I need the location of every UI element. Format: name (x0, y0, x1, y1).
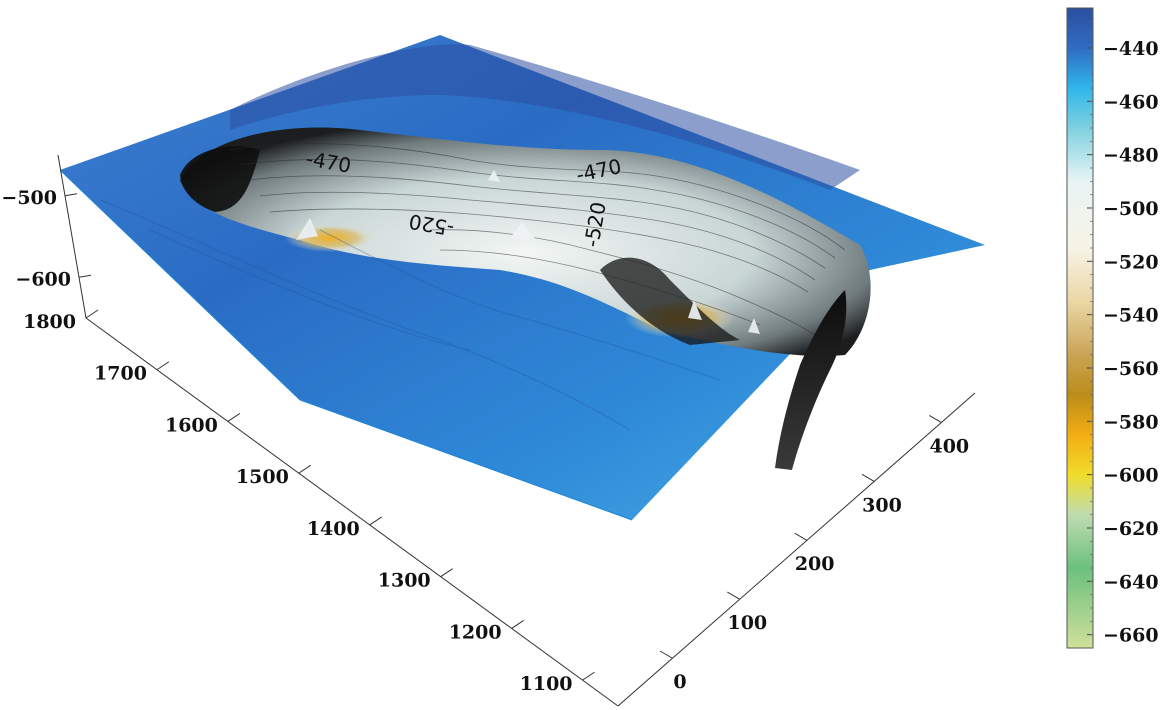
z-axis-tick (78, 274, 92, 278)
contour-lines (229, 143, 846, 336)
z-axis-tick (64, 193, 78, 197)
y-axis-tick (582, 671, 595, 681)
colorbar-tick-label: −540 (1103, 305, 1159, 327)
y-axis-tick (369, 516, 383, 526)
y-axis-tick (440, 568, 453, 578)
colorbar-tick-label: −640 (1103, 571, 1159, 593)
y-axis-tick (156, 361, 170, 371)
colorbar: −440 −460 −480 −500 −520 −540 −560 −580 −600 −620… (1066, 7, 1159, 649)
peak-2 (488, 170, 500, 182)
x-axis-tick (659, 650, 673, 659)
y-axis-tick (298, 464, 312, 474)
x-tick-label: 400 (929, 435, 969, 457)
x-axis-tick (727, 591, 740, 600)
x-tick-label: 0 (673, 671, 686, 693)
x-axis-tick (929, 415, 942, 423)
peak-3 (510, 222, 536, 240)
colorbar-tick-label: −480 (1103, 145, 1159, 167)
peak-1 (296, 218, 318, 240)
y-tick-label: 1600 (165, 414, 218, 436)
axes (57, 154, 976, 707)
y-tick-label: 1100 (520, 673, 573, 695)
y-axis-line (85, 317, 619, 707)
colorbar-tick-label: −520 (1103, 251, 1159, 273)
y-tick-label: 1700 (94, 363, 147, 385)
y-axis-tick (227, 413, 241, 422)
x-axis-line (617, 392, 976, 707)
sinkhole-wall (775, 290, 847, 470)
x-axis-tick (794, 532, 807, 541)
colorbar-tick-label: −620 (1103, 518, 1159, 540)
z-axis-line (57, 154, 87, 319)
colorbar-tick-label: −460 (1103, 91, 1159, 113)
colorbar-tick-label: −500 (1103, 198, 1159, 220)
x-tick-label: 200 (795, 553, 835, 575)
x-axis-tick (861, 473, 875, 482)
y-tick-label: 1800 (23, 311, 76, 333)
y-tick-label: 1300 (378, 570, 431, 592)
colorbar-tick-label: −580 (1103, 411, 1159, 433)
x-tick-label: 300 (862, 494, 902, 516)
colorbar-tick-label: −600 (1103, 465, 1159, 487)
peak-4 (688, 300, 702, 320)
colorbar-tick-label: −560 (1103, 358, 1159, 380)
colorbar-rect (1066, 7, 1094, 649)
surface-ridge-dark (230, 44, 860, 191)
pit-shadow-right (600, 257, 740, 345)
y-axis-tick (85, 309, 99, 319)
y-axis-tick (511, 619, 524, 629)
colorbar-tick-label: −660 (1103, 625, 1159, 647)
surface-mesh (59, 35, 985, 521)
x-tick-label: 100 (727, 612, 767, 634)
axis-ticks: 1100 1200 1300 1400 1500 1600 1700 1800 0 100 200 3… (1, 187, 969, 695)
y-tick-label: 1200 (449, 621, 502, 643)
surface-front-edge (59, 169, 633, 521)
colorbar-ticks: −440 −460 −480 −500 −520 −540 −560 −580 −600 −620… (1087, 7, 1159, 649)
z-tick-label: −500 (1, 187, 57, 209)
peak-5 (748, 318, 760, 334)
surface-ripples (99, 199, 721, 431)
y-tick-label: 1500 (236, 466, 289, 488)
z-tick-label: −600 (15, 268, 71, 290)
pit-shadow-left (180, 146, 260, 212)
y-tick-label: 1400 (307, 518, 360, 540)
colorbar-tick-label: −440 (1103, 38, 1159, 60)
